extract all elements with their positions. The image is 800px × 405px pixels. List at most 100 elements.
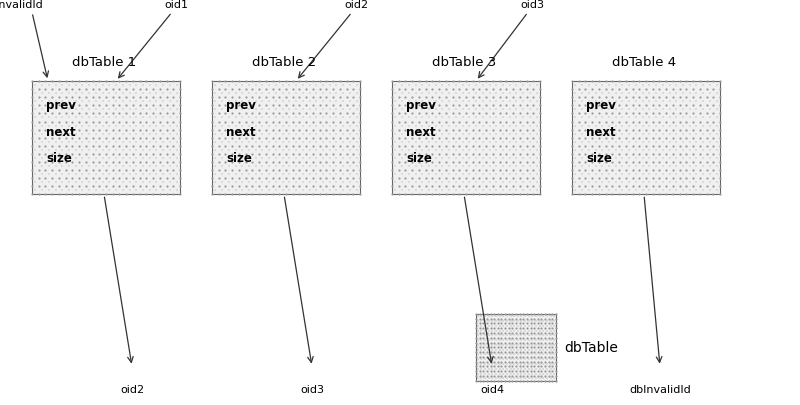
Point bbox=[103, 147, 116, 153]
Point bbox=[130, 155, 142, 161]
Point bbox=[76, 82, 89, 88]
Point bbox=[150, 114, 163, 121]
Point bbox=[530, 313, 542, 320]
Point bbox=[572, 191, 585, 198]
Point bbox=[99, 183, 112, 190]
Point bbox=[714, 143, 726, 149]
Point bbox=[73, 78, 86, 84]
Point bbox=[347, 118, 360, 125]
Point bbox=[392, 167, 405, 173]
Point bbox=[483, 179, 496, 185]
Point bbox=[270, 90, 282, 96]
Point bbox=[297, 139, 310, 145]
Point bbox=[579, 78, 592, 84]
Point bbox=[36, 114, 49, 121]
Point bbox=[167, 183, 180, 190]
Point bbox=[157, 114, 170, 121]
Point bbox=[439, 151, 452, 157]
Point bbox=[653, 143, 666, 149]
Point bbox=[413, 167, 426, 173]
Point bbox=[130, 90, 142, 96]
Point bbox=[666, 191, 679, 198]
Point bbox=[707, 143, 720, 149]
Point bbox=[90, 90, 102, 96]
Point bbox=[569, 179, 582, 185]
Point bbox=[436, 179, 449, 185]
Point bbox=[399, 175, 412, 181]
Point bbox=[422, 106, 435, 113]
Point bbox=[303, 155, 316, 161]
Point bbox=[456, 139, 469, 145]
Point bbox=[538, 335, 551, 341]
Point bbox=[29, 139, 42, 145]
Point bbox=[209, 106, 222, 113]
Point bbox=[501, 351, 514, 358]
Point bbox=[157, 130, 170, 137]
Point bbox=[544, 351, 557, 358]
Point bbox=[430, 187, 442, 194]
Point bbox=[674, 94, 686, 100]
Point bbox=[541, 370, 554, 377]
Point bbox=[531, 339, 544, 346]
Point bbox=[123, 82, 136, 88]
Point bbox=[524, 315, 537, 322]
Point bbox=[317, 130, 330, 137]
Point bbox=[528, 325, 541, 331]
Point bbox=[154, 118, 166, 125]
Point bbox=[475, 327, 488, 334]
Point bbox=[569, 98, 582, 104]
Point bbox=[610, 163, 622, 169]
Point bbox=[320, 159, 333, 165]
Point bbox=[566, 151, 578, 157]
Point bbox=[303, 187, 316, 194]
Point bbox=[531, 349, 544, 355]
Point bbox=[290, 82, 302, 88]
Point bbox=[293, 143, 306, 149]
Point bbox=[544, 337, 557, 343]
Point bbox=[433, 175, 446, 181]
Point bbox=[273, 78, 286, 84]
Point bbox=[514, 339, 526, 346]
Point bbox=[470, 349, 482, 355]
Point bbox=[32, 143, 45, 149]
Point bbox=[106, 167, 119, 173]
Point bbox=[262, 163, 275, 169]
Point bbox=[548, 332, 561, 339]
Point bbox=[707, 175, 720, 181]
Text: dbTable 3: dbTable 3 bbox=[432, 56, 496, 69]
Point bbox=[290, 147, 302, 153]
Point bbox=[436, 130, 449, 137]
Point bbox=[246, 102, 258, 109]
Point bbox=[253, 78, 266, 84]
Point bbox=[270, 179, 282, 185]
Point bbox=[256, 114, 269, 121]
Point bbox=[593, 183, 606, 190]
Point bbox=[306, 110, 319, 117]
Point bbox=[498, 358, 511, 365]
Point bbox=[674, 183, 686, 190]
Point bbox=[486, 361, 498, 367]
Point bbox=[616, 147, 629, 153]
Point bbox=[518, 342, 531, 348]
Point bbox=[546, 354, 558, 360]
Point bbox=[250, 171, 262, 177]
Point bbox=[495, 315, 508, 322]
Point bbox=[343, 147, 356, 153]
Point bbox=[710, 163, 723, 169]
Point bbox=[209, 130, 222, 137]
Point bbox=[616, 122, 629, 129]
Point bbox=[209, 122, 222, 129]
Point bbox=[616, 187, 629, 194]
Point bbox=[703, 98, 716, 104]
Point bbox=[419, 191, 432, 198]
Point bbox=[140, 143, 153, 149]
Point bbox=[450, 147, 462, 153]
Point bbox=[62, 163, 75, 169]
Point bbox=[216, 130, 229, 137]
Point bbox=[602, 114, 615, 121]
Point bbox=[66, 134, 78, 141]
Point bbox=[229, 179, 242, 185]
Point bbox=[32, 151, 45, 157]
Point bbox=[39, 126, 52, 133]
Point bbox=[550, 349, 562, 355]
